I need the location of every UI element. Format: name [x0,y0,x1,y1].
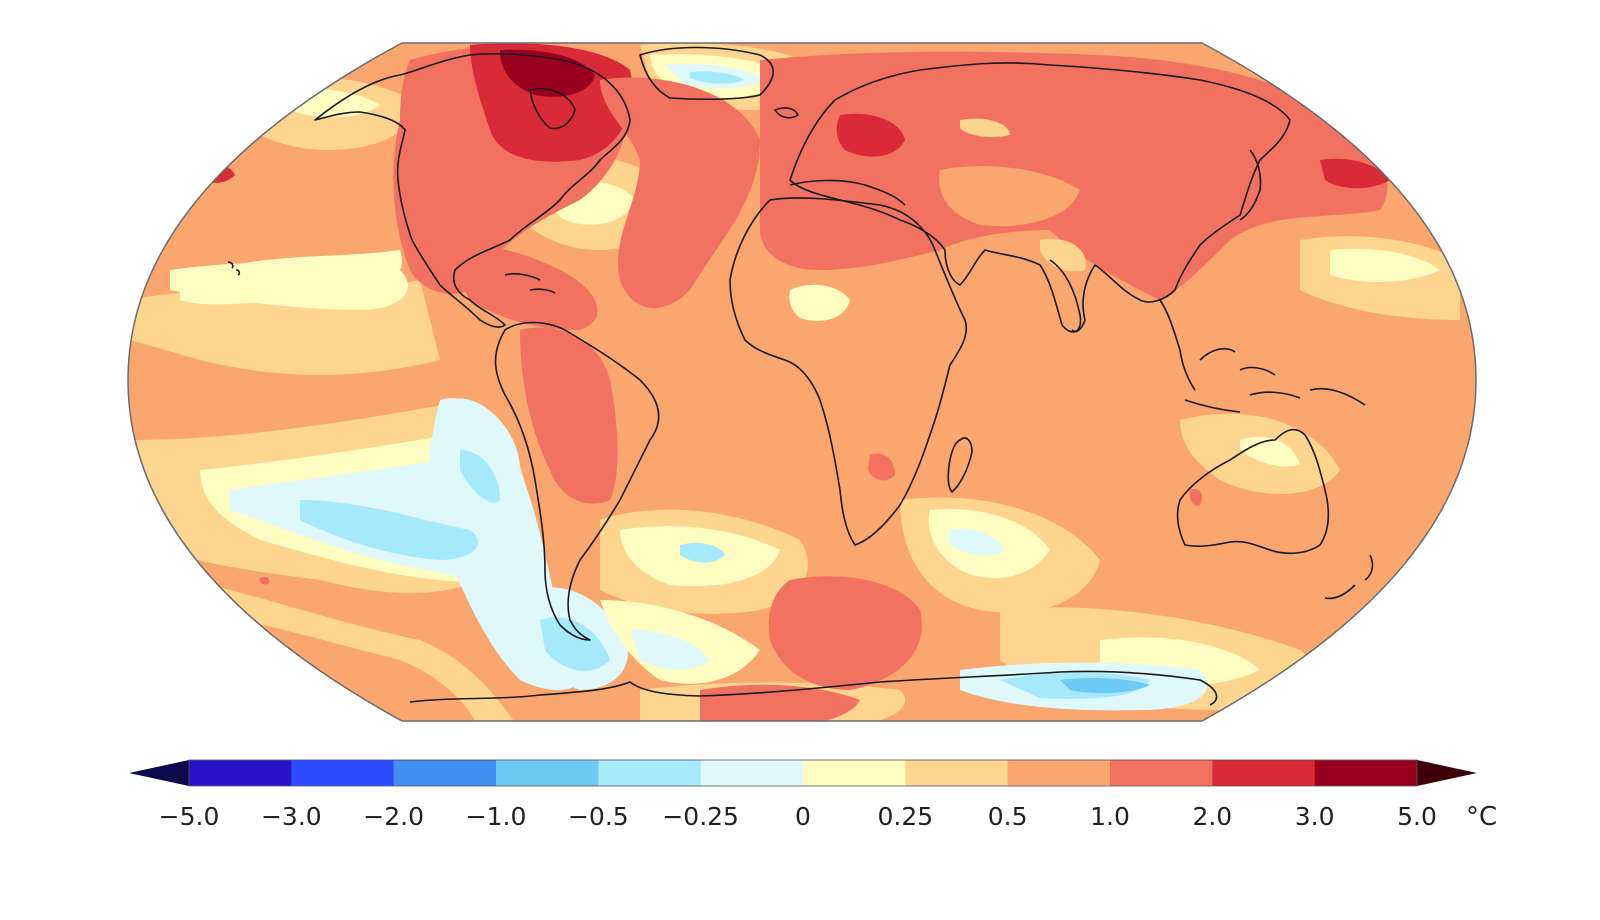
antarctica-coast [409,670,1218,706]
india-coast [1049,259,1082,333]
indonesia-coast [1184,387,1366,413]
colorbar-bins [188,759,1418,787]
colorbar-bin [905,760,1009,786]
colorbar-bin [1314,760,1418,786]
colorbar-tick-label: 0 [795,802,811,831]
colorbar-tick-label: −5.0 [159,802,220,831]
colorbar-tick-label: 2.0 [1192,802,1232,831]
colorbar-tick-label: 0.25 [877,802,933,831]
eurasia-coast [789,62,1291,333]
colorbar-bin [598,760,702,786]
colorbar-tick-label: −0.5 [568,802,629,831]
colorbar-tick-label: 0.5 [988,802,1028,831]
colorbar-tick-label: 3.0 [1295,802,1335,831]
colorbar-tick-label: 5.0 [1397,802,1437,831]
colorbar-bin [189,760,292,786]
colorbar-over-triangle [1417,760,1477,786]
new-zealand-coast [1324,554,1374,600]
mediterranean-coast [789,179,906,206]
iceland-coast [774,107,799,119]
madagascar-coast [947,437,973,493]
greenland-coast [639,46,774,101]
colorbar-bin [1007,760,1111,786]
africa-coast [729,197,968,546]
colorbar-outline [188,759,1418,787]
colorbar-bin [803,760,906,786]
australia-coast [1176,428,1330,555]
colorbar-unit-label: °C [1466,802,1497,832]
southeast-asia-coast [1159,299,1276,391]
colorbar-tick-label: 1.0 [1090,802,1130,831]
globe-outline [127,42,1477,722]
colorbar-bin [291,760,395,786]
caribbean-islands [504,273,556,294]
hudson-bay-coast [529,88,576,130]
hawaii-islands [227,261,241,276]
japan-coast [1239,149,1262,221]
colorbar-bin [700,760,804,786]
south-america-coast [494,321,660,641]
coastlines [227,46,1374,706]
colorbar-bin [1110,760,1213,786]
colorbar-under-triangle [129,760,189,786]
colorbar-tick-labels: −5.0 −3.0 −2.0 −1.0 −0.5 −0.25 0 0.25 0.5 1.0 2.0 3… [159,802,1437,831]
colorbar-bin [1212,760,1316,786]
colorbar-tick-label: −3.0 [261,802,322,831]
warm-regions [200,43,1390,721]
cool-regions [130,43,1460,721]
anomaly-field [128,43,1476,721]
colorbar-tick-label: −1.0 [466,802,527,831]
north-america-coast [314,53,631,328]
colorbar-tick-label: −2.0 [363,802,424,831]
colorbar: −5.0 −3.0 −2.0 −1.0 −0.5 −0.25 0 0.25 0.5 1.0 2.0 3… [129,759,1497,832]
colorbar-tick-label: −0.25 [662,802,739,831]
colorbar-bin [496,760,599,786]
colorbar-bin [393,760,497,786]
